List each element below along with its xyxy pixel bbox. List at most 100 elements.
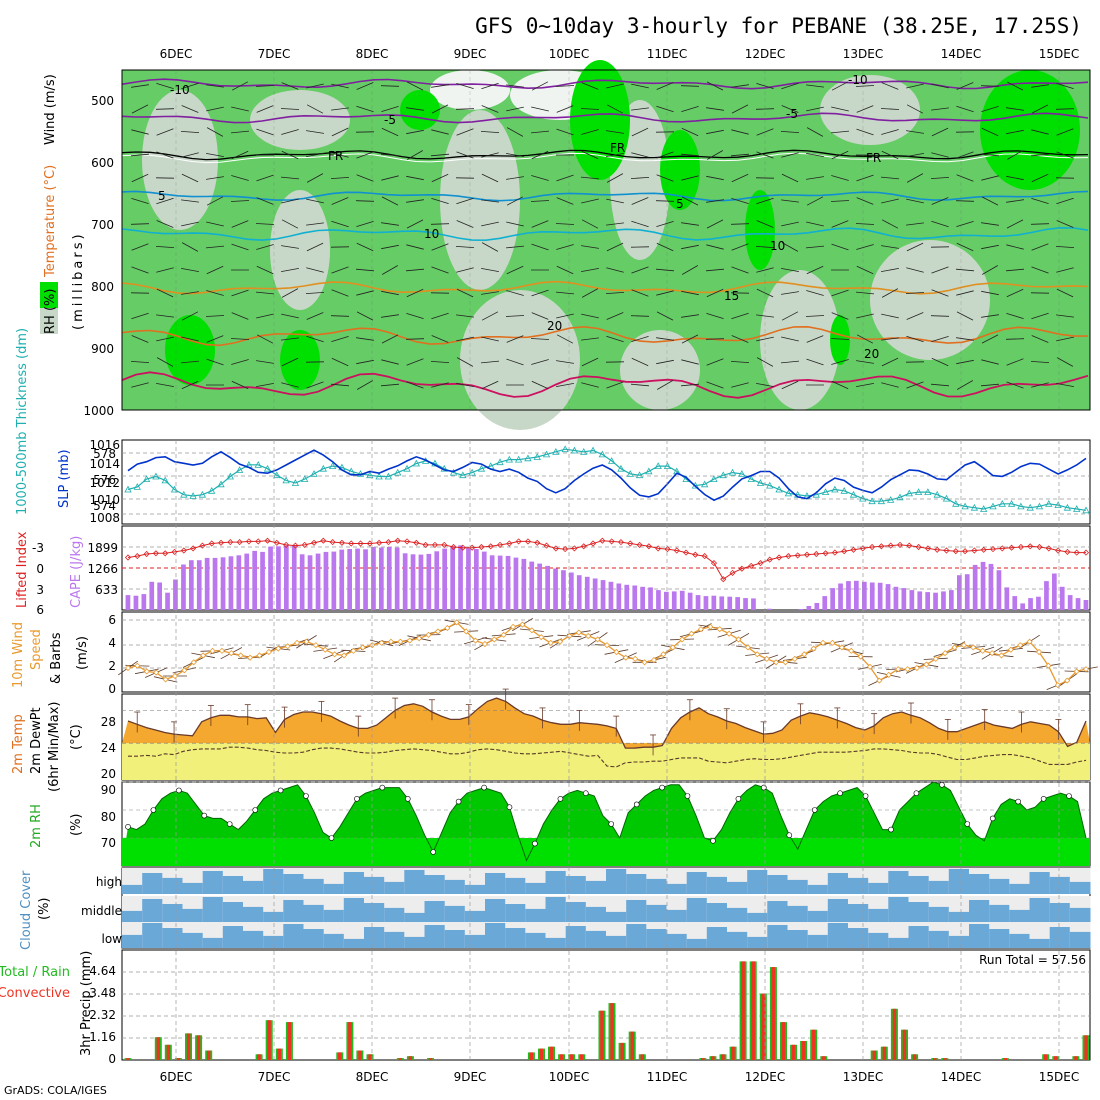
cape-bar (355, 548, 360, 610)
wind-barb (156, 197, 174, 205)
cape-bar (561, 570, 566, 610)
cape-bar (1075, 598, 1081, 610)
wind-barb (306, 267, 324, 273)
wind-barb (380, 85, 400, 87)
wind-barb (505, 315, 525, 317)
wind-barb (456, 357, 474, 367)
cape-bar (925, 592, 930, 610)
lifted-index-point (134, 553, 141, 560)
cloud-cell (646, 929, 667, 948)
bottom-date-label: 8DEC (356, 1070, 389, 1084)
rh2m-point (786, 832, 793, 839)
wind-barb (881, 129, 899, 135)
cloud-cell (142, 873, 163, 894)
lifted-index-point (655, 545, 662, 552)
contour-label: 10 (770, 239, 785, 253)
wind-barb (256, 383, 274, 387)
wind-barb (781, 105, 799, 113)
rh2m-point (862, 793, 869, 799)
wind-barb (981, 244, 999, 250)
rh-shading-blob (270, 190, 330, 310)
cape-bar (600, 580, 606, 610)
wind10m-speed-point (594, 636, 601, 643)
cloud-cell (424, 925, 446, 948)
wind-barb (331, 289, 349, 297)
rh2m-point (125, 823, 131, 830)
wind-barb (881, 337, 899, 341)
pressure-tick: 700 (91, 218, 114, 232)
lifted-index-point (552, 545, 559, 552)
wind10m-barbs-label: & Barbs (49, 632, 64, 684)
rh2m-point (252, 807, 258, 813)
wind-barb (531, 106, 549, 112)
lifted-index-point (580, 543, 587, 550)
wind-barbs (130, 81, 1075, 390)
wind-barb (530, 200, 550, 202)
cape-bar (450, 546, 455, 610)
wind-barb (881, 245, 899, 249)
wind-barb (681, 127, 699, 137)
wind-barb (1006, 381, 1024, 389)
wind-barb (755, 108, 775, 110)
wind-barb (231, 220, 249, 228)
cloud-cell (1029, 898, 1051, 922)
lifted-index-point (376, 539, 383, 546)
rh-shading-blob (250, 90, 350, 150)
cape-bar (584, 576, 590, 610)
cloud-cell (202, 871, 224, 894)
wind-barb (381, 175, 399, 181)
wind-barb (856, 105, 874, 113)
precip-convective-bar (398, 1058, 402, 1060)
wind-barb (356, 151, 374, 159)
wind-barb (306, 130, 324, 134)
wind-barb (481, 380, 499, 390)
cape-bar (671, 591, 677, 610)
rh-shading-blob (870, 240, 990, 360)
wind-barb (931, 197, 949, 205)
wind-barb (906, 222, 924, 226)
wind10m-speed-point (707, 623, 714, 630)
wind-barb (856, 383, 874, 387)
lifted-index-point (794, 552, 801, 559)
cape-bar (687, 592, 693, 610)
rh2m-panel: 90 80 70 2m RH (%) (29, 781, 1091, 867)
wind10m-speed-point (932, 655, 939, 662)
wind-barb (931, 107, 949, 111)
cloud-cell (626, 900, 647, 922)
cloud-cell (1049, 876, 1071, 894)
wind-barb (131, 104, 149, 114)
wind-barb (181, 173, 199, 183)
cloud-cell (807, 910, 829, 922)
wind10m-speed-point (716, 626, 723, 633)
wind-barb (331, 152, 349, 158)
contour-lines (121, 78, 1089, 399)
wind-barb (256, 334, 274, 344)
thickness-point (403, 464, 411, 472)
rh2m-point (303, 793, 309, 799)
lifted-index-point (524, 538, 532, 545)
wind10m-speed-point (951, 644, 958, 651)
thickness-point (719, 471, 727, 479)
cloud-cell (303, 878, 325, 894)
wind-barb (506, 290, 524, 296)
precip-convective-bar (902, 1029, 907, 1060)
lifted-index-point (431, 541, 438, 548)
wind-barb (431, 104, 449, 114)
precip-convective-bar (721, 1054, 725, 1060)
lifted-index-point (896, 541, 904, 548)
wind-barb (631, 266, 649, 274)
wind-barb (206, 358, 224, 366)
wind-barb (656, 105, 674, 113)
cape-bar (806, 606, 812, 610)
cape-bar (315, 553, 321, 610)
wind-barb (1056, 128, 1074, 136)
wind10m-speed-point (491, 636, 498, 643)
precip-convective-bar (277, 1048, 281, 1060)
thickness-point (942, 494, 951, 502)
wind-barb (781, 152, 799, 158)
lifted-index-point (831, 549, 838, 556)
wind-barb (830, 200, 850, 202)
wind-barb (1006, 358, 1024, 366)
cape-bar (553, 568, 558, 610)
cloud-cell (928, 880, 950, 894)
